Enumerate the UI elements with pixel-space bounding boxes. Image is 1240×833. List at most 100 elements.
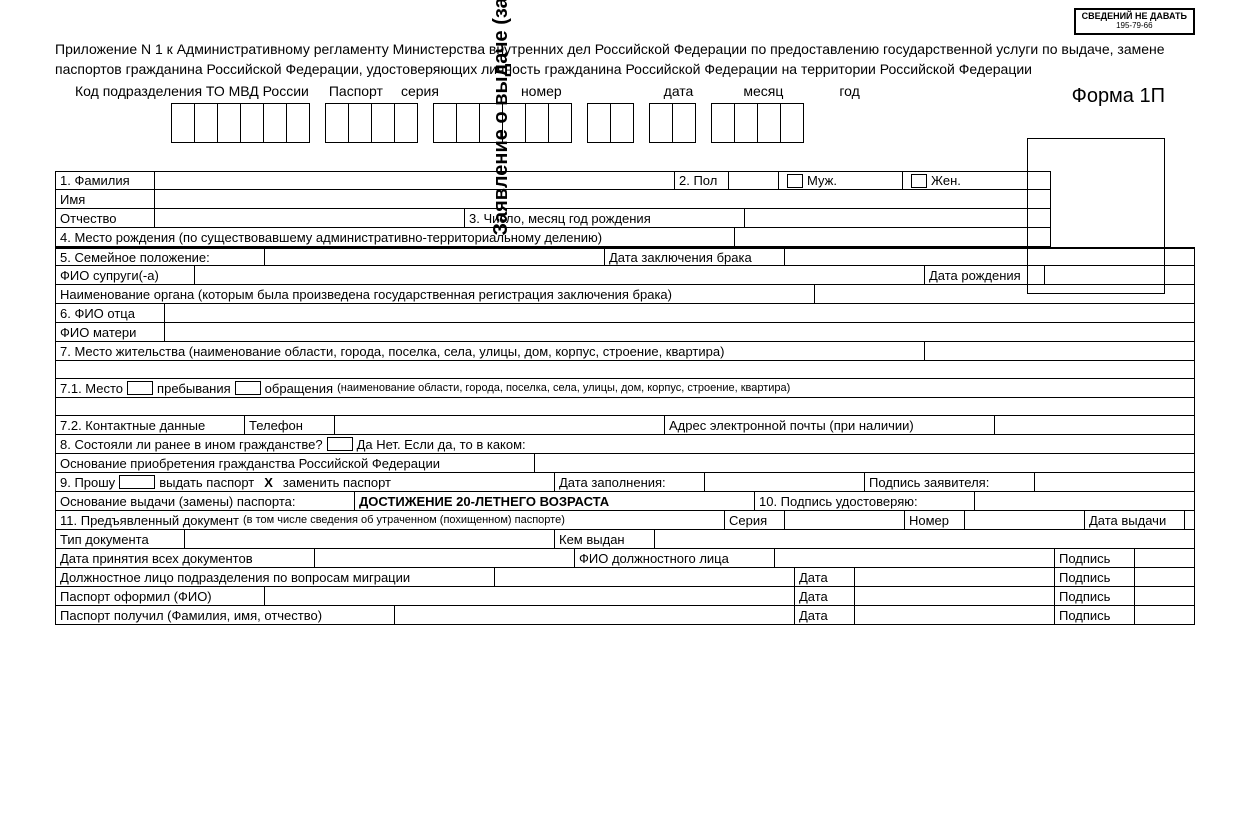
fld-migration[interactable]: [495, 568, 795, 587]
cell[interactable]: [757, 103, 781, 143]
lbl-11: 11. Предъявленный документ (в том числе …: [55, 511, 725, 530]
form-page: Приложение N 1 к Административному регла…: [55, 10, 1195, 625]
check-stay[interactable]: [127, 381, 153, 395]
fld-issue-date[interactable]: [1185, 511, 1195, 530]
cell[interactable]: [433, 103, 457, 143]
lbl-phone: Телефон: [245, 416, 335, 435]
fld-fill-date[interactable]: [705, 473, 865, 492]
cell[interactable]: [348, 103, 372, 143]
fld-signature-1[interactable]: [1135, 549, 1195, 568]
cell[interactable]: [587, 103, 611, 143]
lbl-8: 8. Состояли ли ранее в ином гражданстве?: [60, 437, 323, 452]
check-other-citizenship[interactable]: [327, 437, 353, 451]
lbl-month: месяц: [743, 83, 783, 99]
lbl-contact: 7.2. Контактные данные: [55, 416, 245, 435]
lbl-marriage-body: Наименование органа (которым была произв…: [55, 285, 815, 304]
lbl-male: Муж.: [779, 171, 903, 190]
cell[interactable]: [711, 103, 735, 143]
fld-passport-done[interactable]: [265, 587, 795, 606]
lbl-marital: 5. Семейное положение:: [55, 247, 265, 266]
fld-birthplace[interactable]: [735, 228, 1051, 247]
fld-residence-2[interactable]: [55, 361, 1195, 379]
cell[interactable]: [325, 103, 349, 143]
lbl-spouse: ФИО супруги(-а): [55, 266, 195, 285]
val-basis: ДОСТИЖЕНИЕ 20-ЛЕТНЕГО ВОЗРАСТА: [355, 492, 755, 511]
cell[interactable]: [194, 103, 218, 143]
fld-signature-4[interactable]: [1135, 606, 1195, 625]
cell[interactable]: [479, 103, 503, 143]
lbl-surname: 1. Фамилия: [55, 171, 155, 190]
check-apply[interactable]: [235, 381, 261, 395]
cell[interactable]: [502, 103, 526, 143]
cell[interactable]: [171, 103, 195, 143]
fld-marital[interactable]: [265, 247, 605, 266]
fld-patronymic[interactable]: [155, 209, 465, 228]
lbl-citizenship-basis: Основание приобретения гражданства Росси…: [55, 454, 535, 473]
fld-applicant-sign[interactable]: [1035, 473, 1195, 492]
lbl-date-3: Дата: [795, 587, 855, 606]
fld-series[interactable]: [785, 511, 905, 530]
lbl-migration: Должностное лицо подразделения по вопрос…: [55, 568, 495, 587]
lbl-dob: 3. Число, месяц год рождения: [465, 209, 745, 228]
fld-spouse[interactable]: [195, 266, 925, 285]
fld-date-3[interactable]: [855, 587, 1055, 606]
fld-accept-date[interactable]: [315, 549, 575, 568]
lbl-accept-date: Дата принятия всех документов: [55, 549, 315, 568]
cell[interactable]: [263, 103, 287, 143]
fld-email[interactable]: [995, 416, 1195, 435]
fld-surname[interactable]: [155, 171, 675, 190]
fld-issued-by[interactable]: [655, 530, 1195, 549]
fld-father[interactable]: [165, 304, 1195, 323]
fld-signature-3[interactable]: [1135, 587, 1195, 606]
cell[interactable]: [525, 103, 549, 143]
fld-citizenship-basis[interactable]: [535, 454, 1195, 473]
cell[interactable]: [610, 103, 634, 143]
fld-passport-received[interactable]: [395, 606, 795, 625]
check-female[interactable]: [911, 174, 927, 188]
lbl-signature-1: Подпись: [1055, 549, 1135, 568]
lbl-71-stay: пребывания: [157, 381, 231, 396]
photo-box: [1027, 138, 1165, 294]
fld-number[interactable]: [965, 511, 1085, 530]
fld-phone[interactable]: [335, 416, 665, 435]
lbl-official-fio: ФИО должностного лица: [575, 549, 775, 568]
check-issue[interactable]: [119, 475, 155, 489]
fld-doc-type[interactable]: [185, 530, 555, 549]
lbl-10: 10. Подпись удостоверяю:: [755, 492, 975, 511]
fld-71[interactable]: [55, 398, 1195, 416]
lbl-71-apply: обращения: [265, 381, 333, 396]
fld-sex[interactable]: [729, 171, 779, 190]
cell[interactable]: [734, 103, 758, 143]
lbl-series: Серия: [725, 511, 785, 530]
header-labels: Код подразделения ТО МВД России Паспорт …: [75, 83, 1195, 99]
lbl-9: 9. Прошу: [60, 475, 115, 490]
fld-mother[interactable]: [165, 323, 1195, 342]
fld-date-2[interactable]: [855, 568, 1055, 587]
fld-residence[interactable]: [925, 342, 1195, 361]
cell[interactable]: [780, 103, 804, 143]
cell[interactable]: [371, 103, 395, 143]
fld-name[interactable]: [155, 190, 1051, 209]
cell[interactable]: [394, 103, 418, 143]
lbl-71-hint: (наименование области, города, поселка, …: [337, 382, 790, 394]
fld-10[interactable]: [975, 492, 1195, 511]
cell[interactable]: [240, 103, 264, 143]
fld-date-4[interactable]: [855, 606, 1055, 625]
cell[interactable]: [217, 103, 241, 143]
cell[interactable]: [286, 103, 310, 143]
cell[interactable]: [649, 103, 673, 143]
cell[interactable]: [672, 103, 696, 143]
cell[interactable]: [456, 103, 480, 143]
cell[interactable]: [548, 103, 572, 143]
fld-official-fio[interactable]: [775, 549, 1055, 568]
lbl-year: год: [839, 83, 859, 99]
check-male[interactable]: [787, 174, 803, 188]
lbl-date: дата: [664, 83, 694, 99]
lbl-doc-type: Тип документа: [55, 530, 185, 549]
fld-dob[interactable]: [745, 209, 1051, 228]
fld-signature-2[interactable]: [1135, 568, 1195, 587]
lbl-71-place: 7.1. Место: [60, 381, 123, 396]
row-9: 9. Прошу выдать паспорт X заменить паспо…: [55, 473, 555, 492]
lbl-replace: заменить паспорт: [283, 475, 391, 490]
appendix-text: Приложение N 1 к Административному регла…: [55, 40, 1195, 79]
